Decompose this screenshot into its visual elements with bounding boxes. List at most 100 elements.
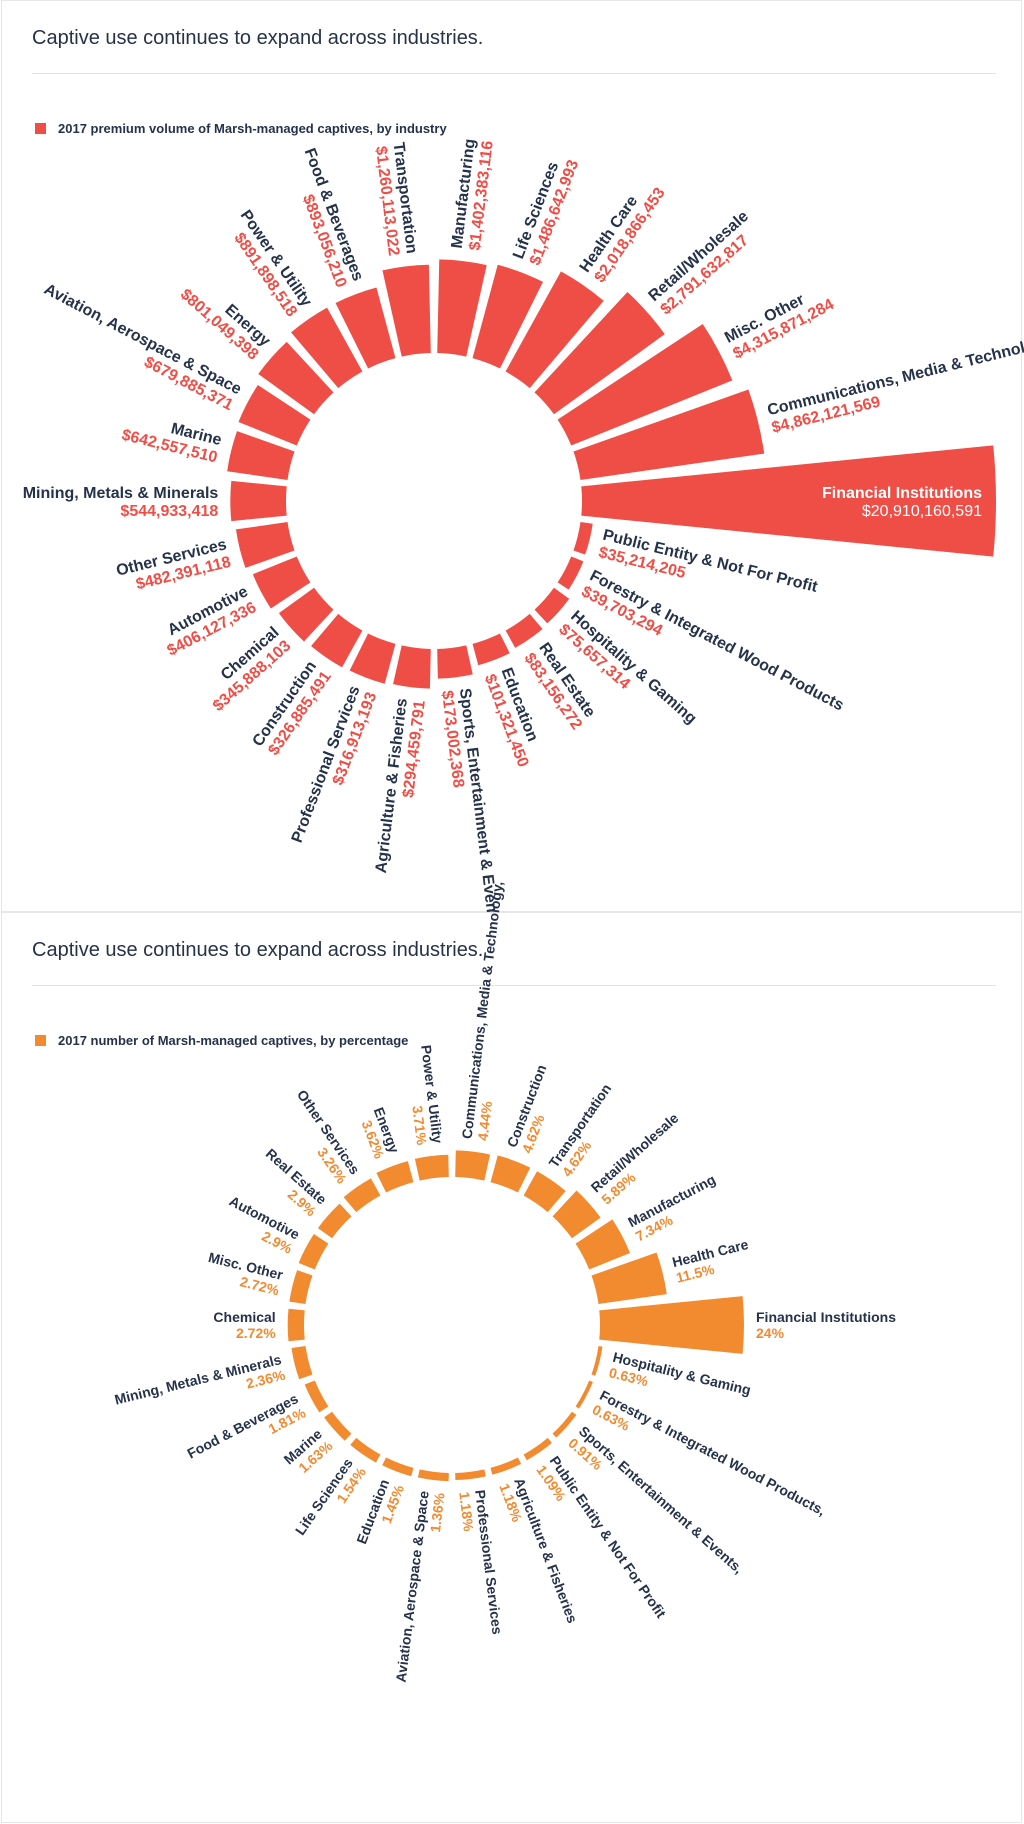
bar-real-estate [317,1203,352,1239]
bar-hospitality-gaming [534,587,570,624]
label-group-agriculture-fisheries: Agriculture & Fisheries$294,459,791 [373,697,429,874]
bar-misc-other [557,323,733,446]
label-group-food-beverages: Food & Beverages$893,056,210 [299,146,366,290]
label-group-transportation: Transportation$1,260,113,022 [372,141,420,257]
bar-manufacturing [575,1219,631,1270]
bar-automotive [298,1234,329,1270]
bar-food-beverages [304,1380,329,1413]
label-group-mining-metals-minerals: Mining, Metals & Minerals$544,933,418 [23,485,219,520]
bar-transportation [382,264,431,357]
bar-agriculture-fisheries [393,645,431,689]
bar-misc-other [289,1270,313,1304]
bar-construction [490,1155,531,1193]
bar-mining-metals-minerals [291,1346,313,1380]
category-label: Chemical [213,1309,275,1325]
bar-health-care [505,271,604,389]
legend-swatch [35,123,46,134]
bar-construction [311,613,363,668]
bar-aviation-aerospace-space [417,1469,449,1482]
label-group-financial-institutions: Financial Institutions$20,910,160,591 [822,485,982,520]
bar-retail-wholesale [552,1190,601,1239]
category-label: Sports, Entertainment & Events, [576,1423,747,1577]
bar-professional-services [455,1469,486,1481]
bar-manufacturing [437,259,487,357]
bar-energy [258,341,334,415]
label-group-misc-other: Misc. Other$4,315,871,284 [722,291,837,362]
bar-marine [227,431,295,480]
value-label: 1.18% [456,1491,477,1533]
value-label: 24% [756,1325,785,1341]
category-label: Aviation, Aerospace & Space [41,281,244,398]
category-label: Agriculture & Fisheries [511,1476,581,1626]
bar-retail-wholesale [534,291,665,415]
bar-financial-institutions [581,445,996,557]
value-label: 2.72% [236,1325,276,1341]
bar-education [382,1457,414,1477]
bar-energy [376,1161,414,1193]
category-label: Communications, Media & Technology [766,333,1024,420]
label-group-marine: Marine$642,557,510 [120,420,223,466]
value-label: 3.71% [409,1105,430,1147]
bar-chemical [287,1308,305,1342]
bar-public-entity-not-for-profit [523,1437,552,1461]
category-label: Forestry & Integrated Wood Products, [597,1387,828,1519]
label-group-other-services: Other Services$482,391,118 [115,536,233,593]
bar-professional-services [349,633,396,684]
bar-sports-entertainment-events [552,1411,577,1438]
category-label: Aviation, Aerospace & Space [393,1490,432,1683]
chart-panel-count: Captive use continues to expand across i… [1,880,1022,1823]
bar-power-utility [414,1154,449,1181]
legend-label: 2017 premium volume of Marsh-managed cap… [58,121,447,136]
legend-label: 2017 number of Marsh-managed captives, b… [58,1033,409,1048]
bar-financial-institutions [599,1296,744,1354]
bar-real-estate [505,613,543,648]
divider [32,73,996,74]
bar-aviation-aerospace-space [238,384,311,446]
bar-life-sciences [350,1437,381,1463]
legend-swatch [35,1035,46,1046]
category-label: Professional Services [472,1489,505,1636]
chart-heading: Captive use continues to expand across i… [32,27,484,49]
value-label: $20,910,160,591 [862,503,982,520]
bar-forestry-integrated-wood-products [575,1380,593,1409]
radial-bar-chart-premium: Financial Institutions$20,910,160,591Pub… [23,138,1024,932]
legend: 2017 number of Marsh-managed captives, b… [35,1033,408,1048]
value-label: $544,933,418 [120,503,218,520]
bar-other-services [235,522,295,568]
bar-food-beverages [335,287,396,369]
label-group-health-care: Health Care$2,018,866,453 [577,185,669,286]
bar-mining-metals-minerals [230,480,287,522]
bar-chemical [278,587,334,642]
label-group-life-sciences: Life Sciences$1,486,642,993 [510,158,582,268]
category-label: Financial Institutions [822,485,982,502]
bar-communications-media-technology [455,1150,491,1181]
bar-power-utility [291,307,363,389]
category-label: Mining, Metals & Minerals [23,485,219,502]
label-group-communications-media-technology: Communications, Media & Technology,4.44% [459,880,506,1142]
bar-public-entity-not-for-profit [573,522,593,555]
chart-panel-premium: Captive use continues to expand across i… [1,0,1024,932]
label-group-communications-media-technology: Communications, Media & Technology$4,862… [766,333,1024,437]
value-label: 4.44% [474,1100,495,1142]
bar-forestry-integrated-wood-products [557,556,584,590]
bar-health-care [591,1252,667,1304]
category-label: Financial Institutions [756,1309,896,1325]
divider [32,985,996,986]
bar-life-sciences [472,264,543,369]
bar-transportation [523,1171,566,1213]
bar-automotive [252,556,311,609]
label-group-manufacturing: Manufacturing$1,402,383,116 [449,138,497,252]
